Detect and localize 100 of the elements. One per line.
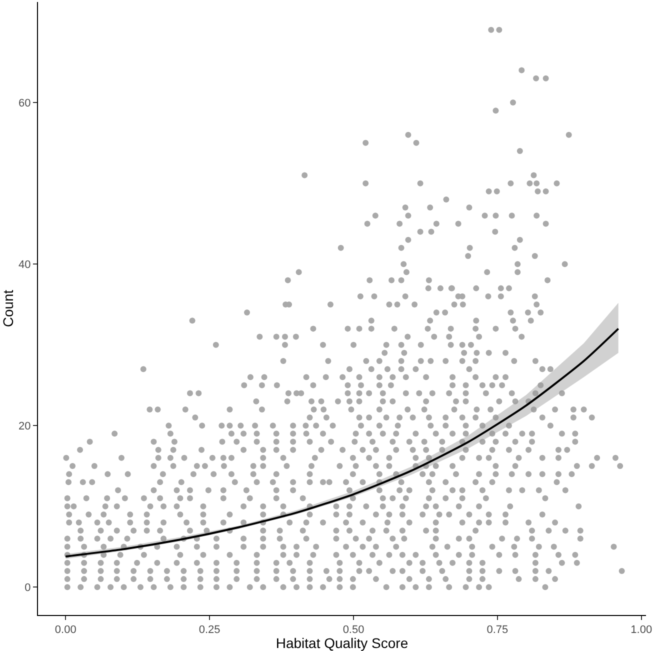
point	[492, 462, 499, 469]
point	[328, 438, 334, 445]
point	[450, 430, 456, 437]
point	[406, 576, 412, 582]
point	[108, 584, 114, 590]
point	[212, 342, 219, 348]
point	[303, 520, 310, 526]
point	[472, 326, 479, 332]
point	[577, 536, 584, 542]
point	[439, 438, 446, 445]
point	[479, 576, 486, 582]
point	[532, 390, 538, 396]
point	[442, 358, 449, 364]
point	[451, 406, 458, 412]
point	[340, 374, 346, 380]
point	[213, 584, 220, 590]
point	[290, 479, 296, 486]
point	[150, 487, 157, 494]
point	[302, 422, 309, 429]
point	[94, 584, 100, 590]
point	[346, 503, 352, 510]
point	[234, 576, 240, 582]
point	[456, 552, 462, 558]
point	[555, 446, 562, 453]
point	[350, 576, 356, 582]
point	[213, 576, 220, 582]
point	[412, 552, 419, 558]
point	[98, 528, 104, 534]
point	[536, 487, 542, 494]
point	[218, 422, 225, 429]
point	[290, 487, 296, 494]
point	[492, 471, 499, 478]
point	[280, 454, 286, 461]
point	[496, 568, 502, 574]
point	[512, 438, 518, 445]
point	[336, 560, 343, 566]
point	[432, 503, 439, 510]
point	[461, 350, 468, 356]
point	[213, 536, 220, 542]
point	[462, 382, 469, 388]
point	[529, 528, 535, 534]
point	[436, 560, 442, 566]
point	[366, 568, 372, 574]
point	[98, 560, 104, 566]
point	[290, 422, 296, 429]
point	[80, 479, 86, 486]
point	[485, 293, 492, 300]
point	[147, 503, 154, 510]
point	[594, 454, 600, 461]
point	[532, 576, 538, 582]
point	[479, 560, 486, 566]
point	[418, 358, 424, 364]
point	[558, 430, 565, 437]
point	[489, 479, 496, 486]
point	[114, 503, 120, 510]
x-tick-label: 0.25	[198, 624, 220, 636]
point	[81, 544, 88, 550]
point	[546, 568, 552, 574]
point	[258, 382, 265, 388]
point	[398, 244, 404, 251]
point	[81, 560, 88, 566]
point	[150, 438, 157, 445]
point	[442, 310, 448, 316]
point	[356, 568, 362, 574]
point	[336, 584, 343, 590]
point	[442, 422, 449, 429]
point	[617, 462, 624, 469]
point	[518, 334, 525, 340]
point	[115, 487, 122, 494]
point	[390, 438, 396, 445]
point	[448, 326, 454, 332]
point	[473, 318, 480, 324]
point	[197, 584, 204, 590]
point	[533, 75, 540, 82]
point	[66, 520, 72, 526]
point	[539, 414, 546, 421]
point	[320, 342, 326, 348]
point	[228, 471, 234, 478]
point	[160, 536, 167, 542]
point	[534, 180, 540, 186]
point	[343, 479, 350, 486]
point	[170, 446, 176, 453]
point	[383, 342, 390, 348]
point	[410, 414, 416, 421]
point	[147, 568, 154, 574]
point	[390, 568, 396, 574]
point	[476, 471, 482, 478]
point	[254, 560, 260, 566]
point	[386, 552, 392, 558]
point	[244, 310, 250, 316]
point	[303, 536, 310, 542]
point	[372, 511, 379, 518]
point	[228, 430, 234, 437]
point	[310, 406, 317, 412]
point	[423, 374, 430, 380]
point	[356, 560, 362, 566]
point	[502, 520, 509, 526]
point	[428, 228, 434, 235]
point	[334, 398, 341, 404]
point	[391, 326, 398, 332]
